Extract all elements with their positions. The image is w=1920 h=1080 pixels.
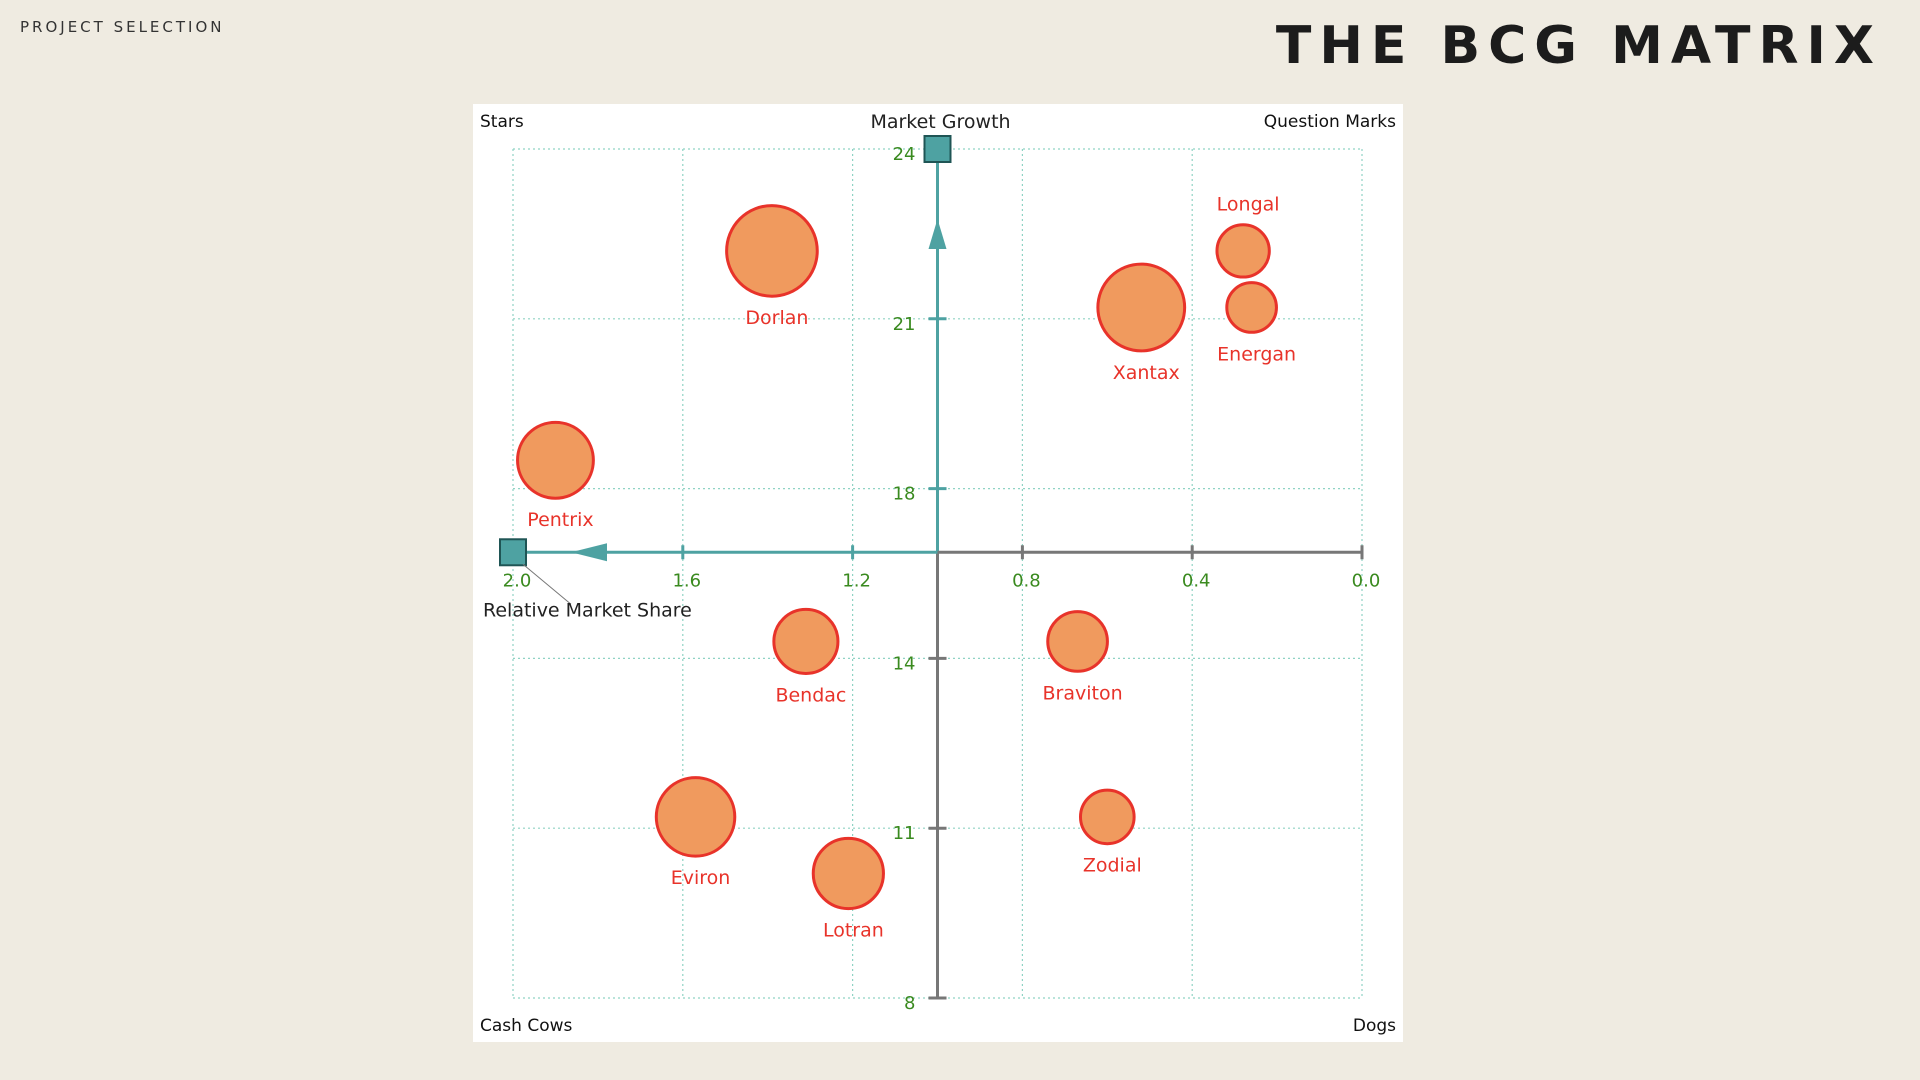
- y-axis-end-marker: [923, 135, 952, 163]
- bubble-point: [1096, 262, 1187, 353]
- y-axis-title: Market Growth: [870, 111, 1010, 133]
- y-tick-label: 24: [893, 144, 916, 165]
- x-tick-label: 0.8: [1012, 570, 1041, 591]
- bubble-point: [1078, 788, 1136, 846]
- y-axis-arrow: [928, 219, 947, 249]
- bubble-point: [516, 420, 595, 500]
- x-tick-label: 1.6: [672, 570, 701, 591]
- bubble-point: [725, 204, 819, 298]
- x-tick-label: 0.0: [1352, 570, 1381, 591]
- page-title: THE BCG MATRIX: [1275, 16, 1882, 76]
- bubble-point: [1046, 610, 1109, 673]
- bubble-label: Xantax: [1113, 362, 1180, 384]
- bcg-chart: 2.0 1.6 1.2 0.8 0.4 0.0 8 11 14 18 21 24 Market Gro…: [480, 111, 1396, 1036]
- grid: [512, 148, 1363, 999]
- bubbles: [516, 204, 1278, 911]
- x-axis-end-marker: [499, 538, 527, 567]
- quadrant-label-cash-cows: Cash Cows: [480, 1016, 572, 1036]
- x-tick-label: 2.0: [503, 570, 532, 591]
- bubble-label: Longal: [1217, 194, 1280, 216]
- bubble-point: [1215, 223, 1271, 279]
- y-tick-label: 8: [904, 993, 915, 1014]
- y-tick-label: 11: [893, 823, 916, 844]
- bubble-point: [1225, 281, 1278, 334]
- section-eyebrow: PROJECT SELECTION: [20, 18, 225, 36]
- bubble-label: Pentrix: [527, 509, 593, 531]
- bubble-label: Dorlan: [745, 307, 808, 329]
- bubble-label: Braviton: [1043, 682, 1123, 704]
- bubble-label: Zodial: [1083, 855, 1142, 877]
- x-tick-label: 0.4: [1182, 570, 1211, 591]
- x-axis-arrow: [571, 543, 607, 562]
- bcg-chart-panel: 2.0 1.6 1.2 0.8 0.4 0.0 8 11 14 18 21 24 Market Gro…: [473, 104, 1403, 1042]
- labels: Market Growth Relative Market Share Stars Q…: [480, 111, 1396, 1036]
- bubble-label: Lotran: [823, 920, 884, 942]
- bubble-point: [654, 776, 737, 858]
- bubble-label: Bendac: [775, 684, 846, 706]
- quadrant-label-dogs: Dogs: [1353, 1016, 1396, 1036]
- x-axis-title: Relative Market Share: [483, 599, 692, 621]
- x-tick-label: 1.2: [842, 570, 871, 591]
- bubble-point: [772, 607, 840, 675]
- axes: 2.0 1.6 1.2 0.8 0.4 0.0 8 11 14 18 21 24: [499, 135, 1381, 1014]
- x-axis-title-leader: [522, 563, 572, 605]
- y-tick-label: 14: [893, 653, 916, 674]
- bubble-point: [811, 836, 885, 911]
- y-tick-label: 21: [893, 314, 916, 335]
- quadrant-label-stars: Stars: [480, 112, 524, 132]
- bubble-label: Eviron: [671, 867, 731, 889]
- bubble-label: Energan: [1217, 343, 1296, 365]
- quadrant-label-question-marks: Question Marks: [1264, 112, 1396, 132]
- y-tick-label: 18: [893, 484, 916, 505]
